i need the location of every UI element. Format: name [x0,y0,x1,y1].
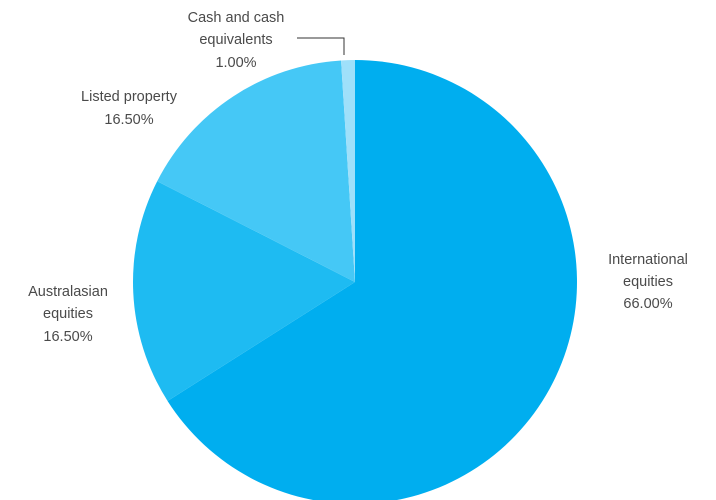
pie-slices [133,60,577,500]
value-cash: 1.00% [215,55,256,71]
label-australasian-equities-line1: Australasian [28,284,108,300]
label-international-equities-line1: International [608,252,688,268]
slice-listed-property [157,60,355,282]
leader-line-cash [297,37,345,55]
label-cash-line1: Cash and cash [188,10,285,26]
value-listed-property: 16.50% [104,112,153,128]
slice-australasian-equities [133,181,355,401]
label-australasian-equities-line2: equities [43,306,93,322]
label-international-equities-line2: equities [623,274,673,290]
value-international-equities: 66.00% [623,296,672,312]
label-listed-property-line1: Listed property [81,89,178,105]
value-australasian-equities: 16.50% [43,329,92,345]
slice-cash-and-cash-equivalents [341,60,355,282]
label-cash-line2: equivalents [199,32,272,48]
slice-international-equities [167,60,577,500]
